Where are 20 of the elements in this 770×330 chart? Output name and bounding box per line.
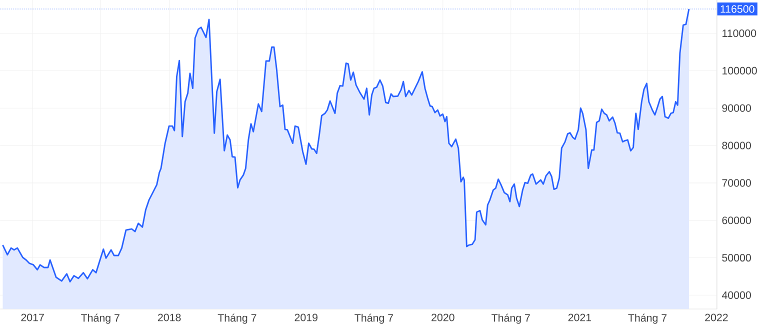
x-tick-label: 2022 <box>705 314 728 322</box>
x-tick-label: 2019 <box>294 314 318 322</box>
x-tick-label: 2018 <box>158 314 181 322</box>
y-tick-label: 50000 <box>722 254 751 262</box>
x-tick-label: Tháng 7 <box>492 314 530 324</box>
x-tick-label: Tháng 7 <box>628 314 667 324</box>
x-tick-label: Tháng 7 <box>218 314 256 324</box>
x-tick-label: Tháng 7 <box>354 314 393 324</box>
x-tick-label: Tháng 7 <box>81 314 120 324</box>
x-tick-label: 2021 <box>568 314 592 322</box>
y-tick-label: 100000 <box>722 66 757 74</box>
y-tick-label: 40000 <box>722 291 751 299</box>
y-tick-label: 60000 <box>722 216 751 224</box>
ref-line-label: 116500 <box>720 5 754 13</box>
y-tick-label: 80000 <box>722 142 751 150</box>
y-tick-label: 110000 <box>722 30 756 38</box>
x-tick-label: 2017 <box>21 314 44 322</box>
x-tick-label: 2020 <box>432 314 454 322</box>
y-tick-label: 70000 <box>722 179 751 187</box>
y-tick-label: 90000 <box>722 104 751 112</box>
